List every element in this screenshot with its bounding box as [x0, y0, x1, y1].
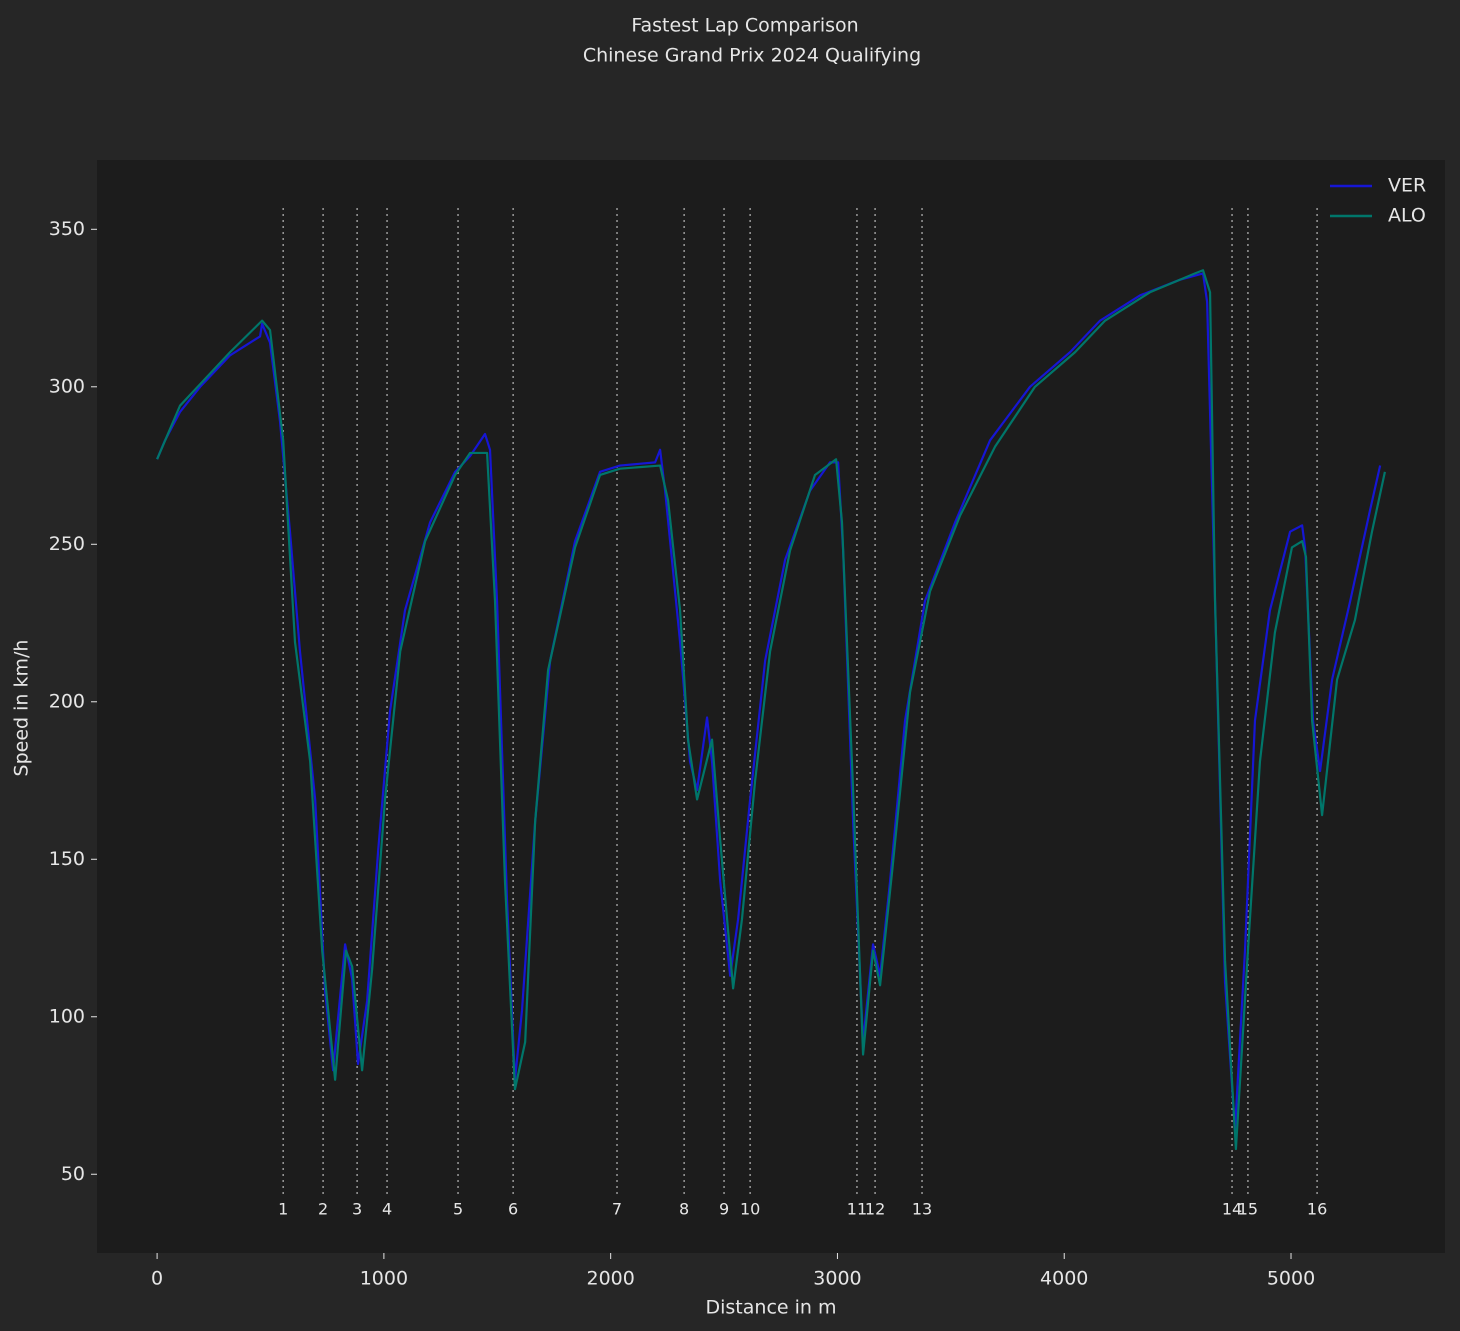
- corner-label: 4: [382, 1200, 392, 1219]
- y-tick-label: 50: [61, 1163, 85, 1185]
- chart-subtitle: Chinese Grand Prix 2024 Qualifying: [583, 45, 921, 67]
- corner-label: 7: [612, 1200, 622, 1219]
- corner-label: 9: [719, 1200, 729, 1219]
- corner-label: 6: [508, 1200, 518, 1219]
- corner-label: 5: [453, 1200, 463, 1219]
- y-tick-label: 350: [49, 218, 85, 240]
- corner-label: 13: [912, 1200, 932, 1219]
- legend-label: ALO: [1388, 205, 1426, 227]
- y-tick-label: 100: [49, 1005, 85, 1027]
- corner-label: 2: [318, 1200, 328, 1219]
- corner-label: 16: [1307, 1200, 1327, 1219]
- x-tick-label: 4000: [1040, 1268, 1088, 1290]
- x-tick-label: 5000: [1267, 1268, 1315, 1290]
- y-tick-label: 250: [49, 533, 85, 555]
- x-tick-label: 3000: [813, 1268, 861, 1290]
- corner-label: 12: [865, 1200, 885, 1219]
- x-axis-label: Distance in m: [706, 1297, 837, 1319]
- chart-title: Fastest Lap Comparison: [631, 15, 858, 37]
- corner-label: 10: [740, 1200, 760, 1219]
- corner-label: 3: [352, 1200, 362, 1219]
- corner-label: 1: [278, 1200, 288, 1219]
- plot-area: [97, 160, 1445, 1253]
- legend-label: VER: [1388, 175, 1426, 197]
- series-line: [156, 269, 1386, 1151]
- corner-label: 15: [1238, 1200, 1258, 1219]
- x-tick-label: 2000: [586, 1268, 634, 1290]
- x-tick-label: 0: [151, 1268, 163, 1290]
- y-tick-label: 300: [49, 375, 85, 397]
- corner-label: 11: [847, 1200, 867, 1219]
- y-axis-label: Speed in km/h: [11, 640, 33, 777]
- corner-label: 8: [679, 1200, 689, 1219]
- y-tick-label: 150: [49, 848, 85, 870]
- x-tick-label: 1000: [360, 1268, 408, 1290]
- y-tick-label: 200: [49, 690, 85, 712]
- corner-label: 14: [1222, 1200, 1242, 1219]
